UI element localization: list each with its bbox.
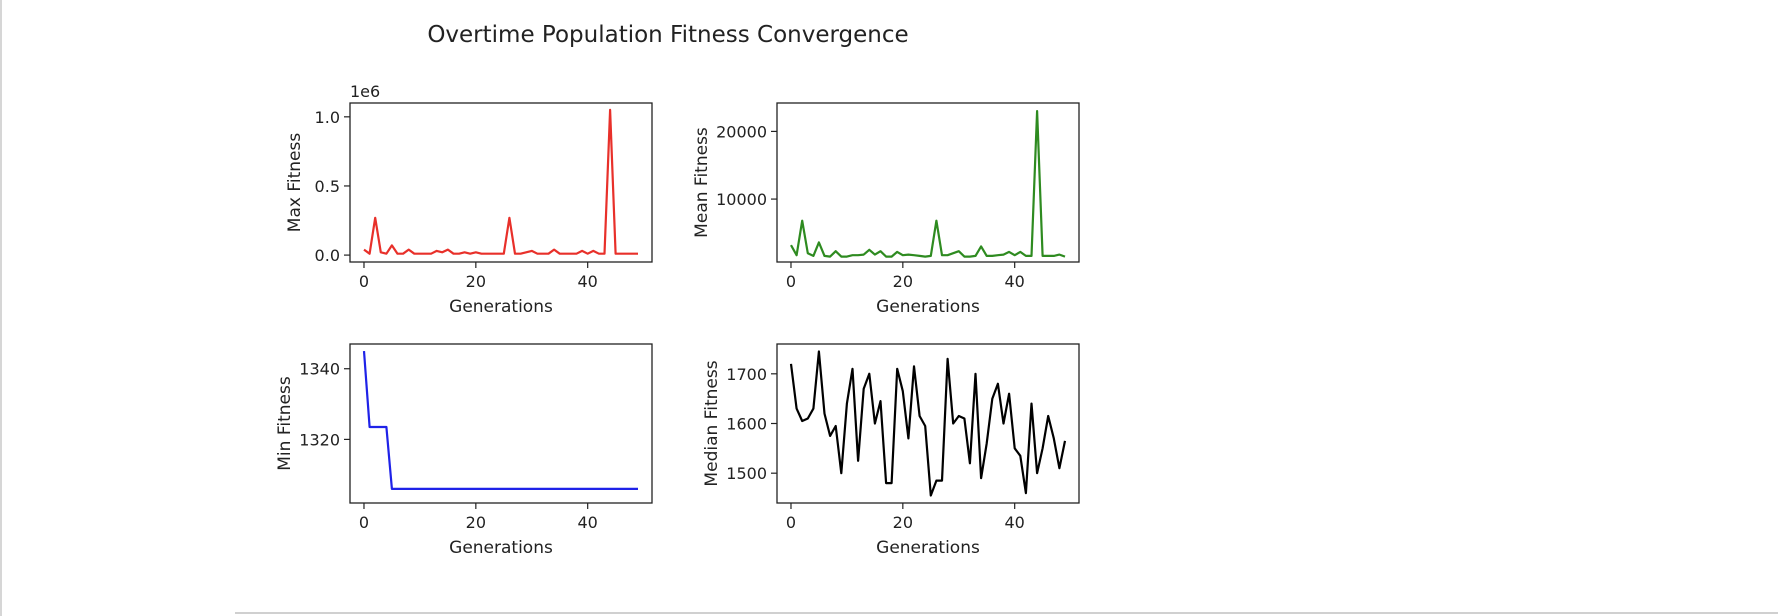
- x-tick-label: 0: [359, 513, 369, 532]
- y-offset-text: 1e6: [350, 82, 380, 101]
- y-tick-label: 1.0: [315, 108, 340, 127]
- x-axis-label: Generations: [876, 538, 980, 558]
- y-tick-label: 1320: [299, 430, 340, 449]
- output-bottom-rule: [235, 612, 1778, 614]
- x-tick-label: 20: [893, 513, 913, 532]
- figure-title: Overtime Population Fitness Convergence: [427, 22, 908, 48]
- series-line-min: [362, 351, 638, 490]
- series-line-mean: [790, 109, 1066, 258]
- y-tick-label: 1340: [299, 360, 340, 379]
- y-tick-label: 1500: [726, 464, 767, 483]
- x-axis-label: Generations: [449, 538, 553, 558]
- y-tick-label: 1700: [726, 365, 767, 384]
- subplot-max: 0 20 40 0.0 0.5 1.0 Generations Max Fitness 1e6: [285, 82, 653, 317]
- x-tick-label: 0: [359, 272, 369, 291]
- x-tick-label: 40: [1005, 513, 1025, 532]
- subplot-median: 0 20 40 1500 1600 1700 Generations Median Fitne…: [702, 343, 1080, 558]
- x-tick-label: 40: [578, 272, 598, 291]
- series-line-median: [789, 350, 1067, 497]
- y-axis-label: Min Fitness: [275, 376, 295, 471]
- subplot-min: 0 20 40 1320 1340 Generations Min Fitness: [275, 343, 653, 558]
- x-tick-label: 20: [466, 513, 486, 532]
- x-tick-label: 20: [466, 272, 486, 291]
- x-tick-label: 20: [893, 272, 913, 291]
- subplot-mean: 0 20 40 10000 20000 Generations Mean Fitness: [692, 102, 1080, 317]
- y-tick-label: 0.5: [315, 177, 340, 196]
- page-left-border: [0, 0, 2, 616]
- x-tick-label: 0: [786, 513, 796, 532]
- y-tick-label: 20000: [716, 122, 767, 141]
- x-tick-label: 40: [578, 513, 598, 532]
- y-axis-label: Median Fitness: [702, 360, 722, 486]
- y-tick-label: 1600: [726, 415, 767, 434]
- y-tick-label: 10000: [716, 190, 767, 209]
- x-axis-label: Generations: [876, 297, 980, 317]
- y-axis-label: Mean Fitness: [692, 127, 712, 238]
- x-axis-label: Generations: [449, 297, 553, 317]
- y-tick-label: 0.0: [315, 246, 340, 265]
- y-axis-label: Max Fitness: [285, 133, 305, 233]
- series-line-max: [363, 108, 638, 255]
- x-tick-label: 40: [1005, 272, 1025, 291]
- axes-frame-max: [349, 102, 653, 263]
- axes-frame-mean: [776, 102, 1080, 263]
- axes-frame-min: [349, 343, 653, 504]
- x-tick-label: 0: [786, 272, 796, 291]
